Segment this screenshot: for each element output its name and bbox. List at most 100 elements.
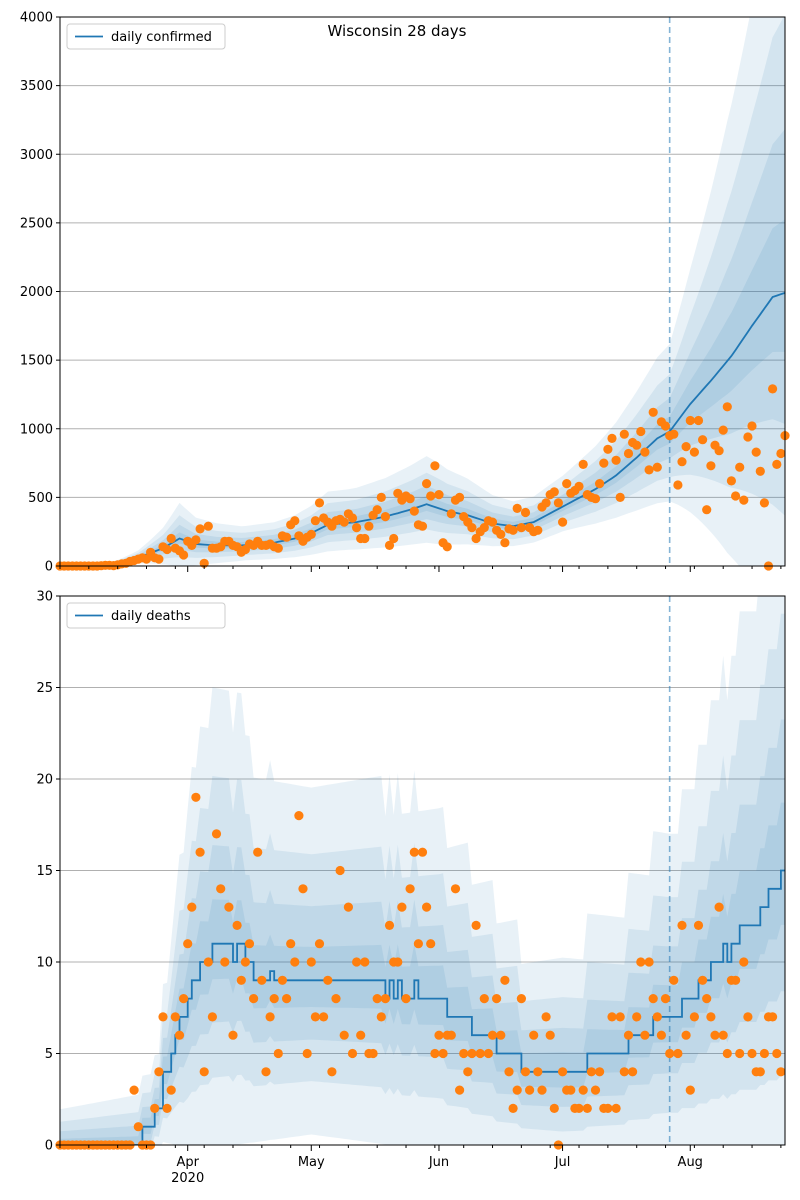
data-point [426, 491, 436, 501]
data-point [438, 1048, 448, 1059]
y-tick-label: 2500 [20, 216, 53, 231]
chart-title: Wisconsin 28 days [328, 22, 467, 40]
y-tick-label: 15 [36, 864, 53, 879]
data-point [442, 542, 452, 552]
data-point [755, 1067, 765, 1077]
data-point [384, 920, 395, 931]
data-point [558, 1067, 568, 1077]
data-point [133, 1122, 143, 1132]
data-point [327, 1067, 337, 1077]
data-point [450, 884, 461, 894]
data-point [273, 543, 283, 553]
data-point [549, 487, 559, 497]
data-point [776, 1067, 786, 1077]
data-point [179, 550, 189, 560]
data-point [166, 533, 176, 544]
data-point [360, 533, 370, 544]
data-point [426, 939, 436, 949]
data-point [199, 1067, 209, 1077]
data-point [743, 1012, 753, 1022]
data-point [607, 1012, 617, 1022]
data-point [356, 1030, 366, 1040]
y-tick-label: 3000 [20, 148, 53, 163]
data-point [648, 994, 658, 1004]
data-point [446, 1030, 456, 1040]
data-point [195, 524, 205, 534]
x-tick-sublabel: 2020 [171, 1171, 204, 1186]
data-point [574, 481, 584, 491]
data-point [718, 1030, 728, 1040]
data-point [652, 1012, 662, 1022]
data-point [665, 1048, 675, 1059]
y-tick-label: 0 [45, 560, 53, 575]
data-point [261, 1067, 271, 1077]
data-point [496, 1030, 506, 1040]
legend: daily deaths [66, 602, 226, 629]
data-point [216, 884, 226, 894]
data-point [776, 448, 786, 459]
data-point [673, 1048, 683, 1059]
data-point [652, 462, 662, 472]
data-point [644, 957, 654, 967]
data-point [310, 516, 320, 526]
data-point [660, 994, 671, 1004]
x-tick-label: Aug [678, 1155, 703, 1170]
data-point [352, 523, 362, 533]
data-point [669, 429, 679, 439]
data-point [549, 1103, 559, 1113]
y-tick-label: 1500 [20, 354, 53, 369]
legend-box [66, 602, 226, 629]
x-tick-label: Jun [428, 1155, 449, 1170]
data-point [306, 957, 316, 967]
data-point [224, 902, 234, 912]
data-point [681, 1030, 691, 1040]
data-point [632, 1012, 642, 1022]
data-point [578, 459, 588, 469]
data-point [619, 429, 629, 439]
data-point [623, 1030, 634, 1040]
legend-box [66, 23, 226, 50]
data-point [389, 533, 399, 544]
data-point [516, 994, 527, 1004]
data-point [154, 554, 164, 564]
data-point [656, 1030, 667, 1040]
data-point [636, 957, 646, 967]
data-point [170, 1012, 180, 1022]
data-point [681, 442, 691, 452]
data-point [269, 994, 279, 1004]
data-point [455, 1085, 465, 1095]
data-point [623, 448, 634, 459]
data-point [314, 498, 325, 508]
data-point [380, 511, 390, 522]
uncertainty-band [60, 613, 785, 1145]
data-point [586, 1067, 597, 1077]
data-point [615, 1012, 625, 1022]
data-point [179, 994, 189, 1004]
data-point [648, 407, 658, 417]
x-tick-label: May [298, 1155, 325, 1170]
data-point [735, 462, 745, 472]
data-point [772, 1048, 782, 1059]
data-point [393, 488, 403, 498]
data-point [520, 507, 531, 518]
data-point [768, 384, 778, 394]
x-tick-label: Jul [554, 1155, 571, 1170]
data-point [644, 465, 654, 475]
observation-points [55, 792, 786, 1150]
y-tick-label: 500 [28, 491, 53, 506]
data-point [698, 435, 708, 445]
data-point [446, 509, 456, 519]
data-point [417, 521, 428, 531]
data-point [520, 1067, 531, 1077]
data-point [479, 994, 489, 1004]
data-point [154, 1067, 164, 1077]
data-point [479, 523, 489, 533]
data-point [141, 554, 152, 564]
data-point [640, 447, 650, 457]
data-point [203, 521, 213, 531]
data-point [277, 975, 287, 985]
data-point [434, 490, 444, 500]
data-point [685, 415, 695, 426]
